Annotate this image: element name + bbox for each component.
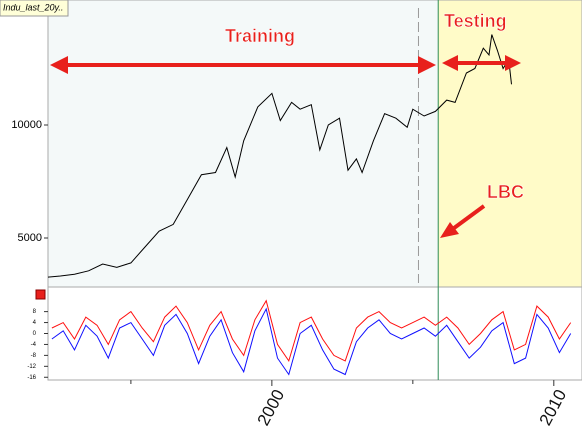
data-line [47, 34, 512, 278]
data-line [51, 299, 572, 363]
y-tick-label: 0 [33, 331, 37, 337]
annotation: Training [225, 26, 295, 46]
arrowhead [440, 222, 459, 238]
arrowhead [505, 55, 521, 71]
y-tick-label: 4 [33, 320, 37, 326]
x-tick-label: 2000 [254, 386, 289, 428]
data-line [51, 307, 572, 376]
y-tick-label: -16 [27, 375, 36, 381]
y-tick-label: 5000 [18, 232, 42, 244]
lbc-arrow [448, 204, 486, 233]
region [438, 0, 582, 287]
legend-box [0, 0, 69, 17]
annotation: LBC [487, 182, 524, 202]
y-tick-label: 8 [33, 309, 37, 315]
y-tick-label: -12 [27, 364, 36, 370]
annotation: Testing [444, 11, 507, 31]
arrowhead [418, 56, 436, 74]
arrows [50, 55, 521, 238]
x-tick-label: 2010 [536, 386, 571, 428]
y-tick-label: 10000 [11, 119, 42, 131]
arrowhead [442, 55, 458, 71]
legend-label: Indu_last_20y.. [3, 2, 63, 12]
arrowhead [50, 56, 68, 74]
pane-marker [35, 289, 46, 300]
y-tick-label: -4 [31, 342, 37, 348]
y-tick-label: -8 [31, 353, 37, 359]
